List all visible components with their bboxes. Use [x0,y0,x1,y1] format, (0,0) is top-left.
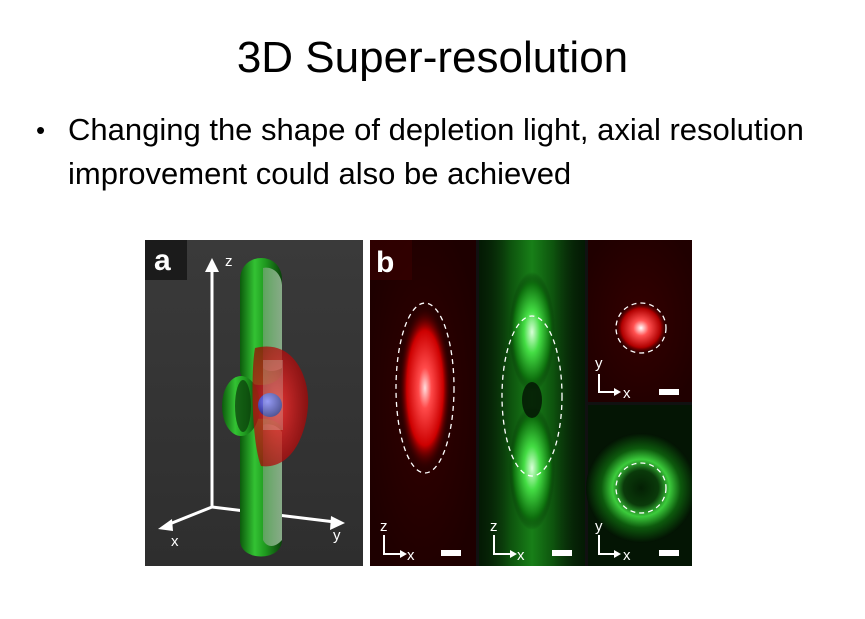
figure-svg: a z y x [145,240,692,566]
panel-b-xz-excitation: b z x [370,240,476,566]
axis-label-y: y [333,527,341,544]
scale-bar [659,389,679,395]
slide-title: 3D Super-resolution [236,33,629,82]
scale-bar [659,550,679,556]
axis-label-v: y [595,518,603,535]
scale-bar [552,550,572,556]
bullet-text: Changing the shape of depletion light, a… [68,112,804,191]
panel-b-xy-excitation: y x [588,240,692,402]
axis-label-v: z [380,518,388,535]
panel-b-xz-depletion: z x [479,240,585,566]
axis-label-z: z [225,253,233,270]
axis-label-h: x [407,547,415,564]
panel-a: a z y x [145,240,363,566]
bullet-marker: • [36,115,46,145]
panel-a-letter: a [154,244,171,277]
scale-bar [441,550,461,556]
bullet-item: • Changing the shape of depletion light,… [36,108,856,196]
figure: a z y x [145,240,692,566]
axis-label-h: x [517,547,525,564]
bullet-list: • Changing the shape of depletion light,… [36,108,856,196]
depletion-psf-3d [222,257,309,557]
axis-label-x: x [171,533,179,550]
panel-b-xy-depletion: y x [586,405,692,566]
axis-label-v: y [595,355,603,372]
panel-b-letter: b [376,246,394,279]
axis-label-h: x [623,385,631,402]
axis-label-h: x [623,547,631,564]
axis-label-v: z [490,518,498,535]
